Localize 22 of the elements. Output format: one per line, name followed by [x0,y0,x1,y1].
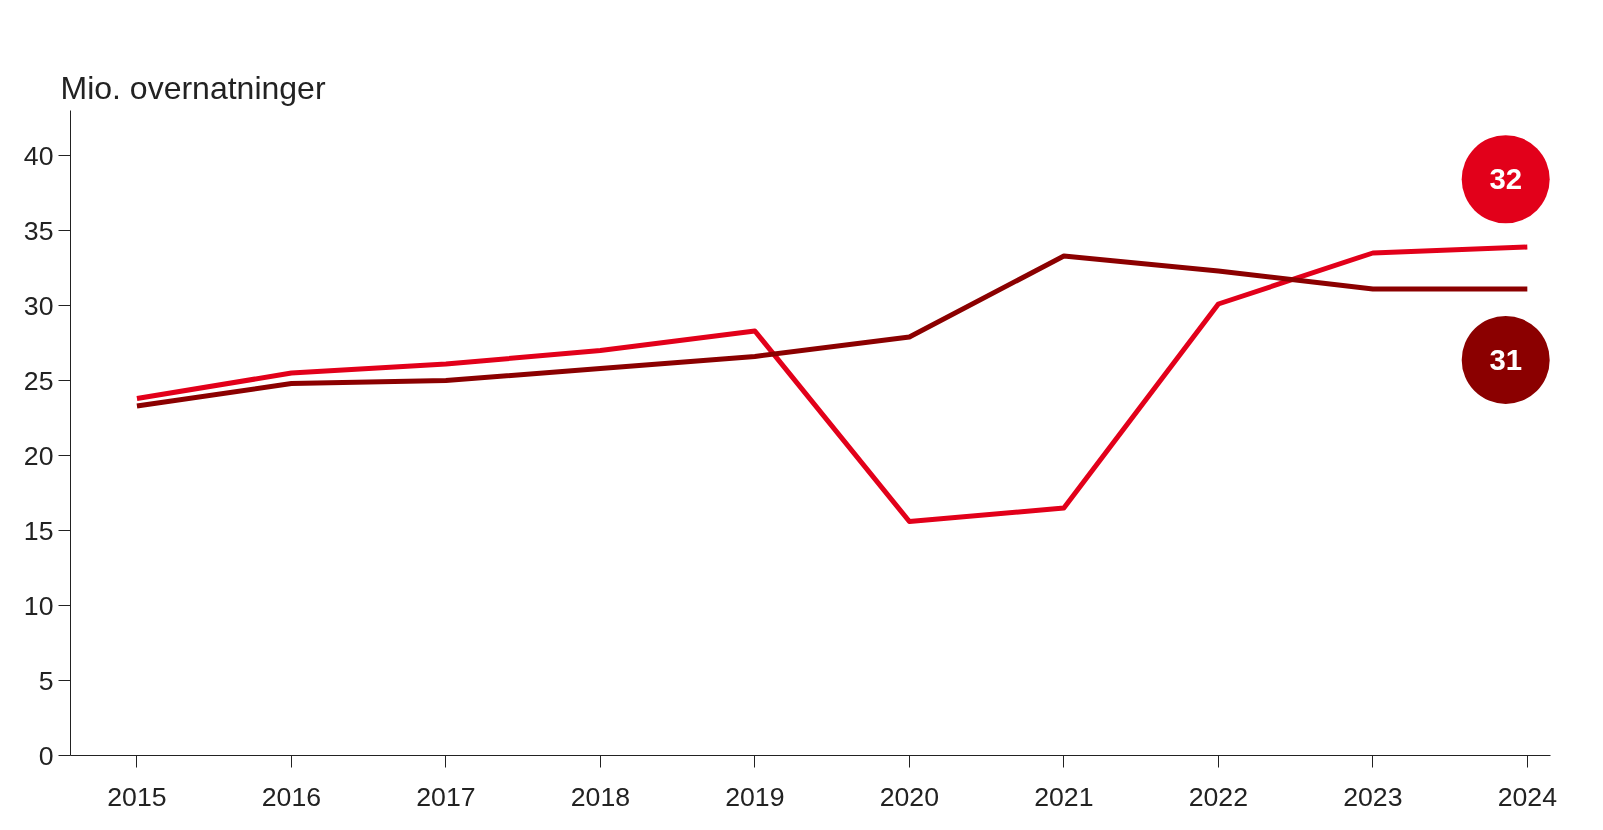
x-tick-label: 2021 [1034,781,1094,812]
y-tick-label: 5 [38,665,54,696]
x-tick-label: 2022 [1188,781,1249,812]
y-tick-label: 40 [23,140,54,171]
annotation: 32 [1489,162,1523,196]
x-tick-label: 2017 [416,781,476,812]
y-tick-label: 15 [23,515,54,546]
annotation: 31 [1489,342,1523,376]
y-tick-label: 30 [23,290,54,321]
y-axis-title: Mio. overnatninger [60,69,326,106]
x-tick-label: 2020 [879,781,940,812]
x-tick-label: 2015 [107,781,167,812]
y-tick-label: 20 [23,440,54,471]
x-tick-label: 2018 [570,781,631,812]
x-tick-label: 2016 [261,781,322,812]
x-tick-label: 2024 [1497,781,1558,812]
y-tick-label: 25 [23,365,54,396]
y-tick-label: 10 [23,590,54,621]
y-tick-label: 0 [38,740,54,771]
y-tick-label: 35 [23,215,54,246]
x-tick-label: 2019 [725,781,785,812]
x-tick-label: 2023 [1343,781,1403,812]
